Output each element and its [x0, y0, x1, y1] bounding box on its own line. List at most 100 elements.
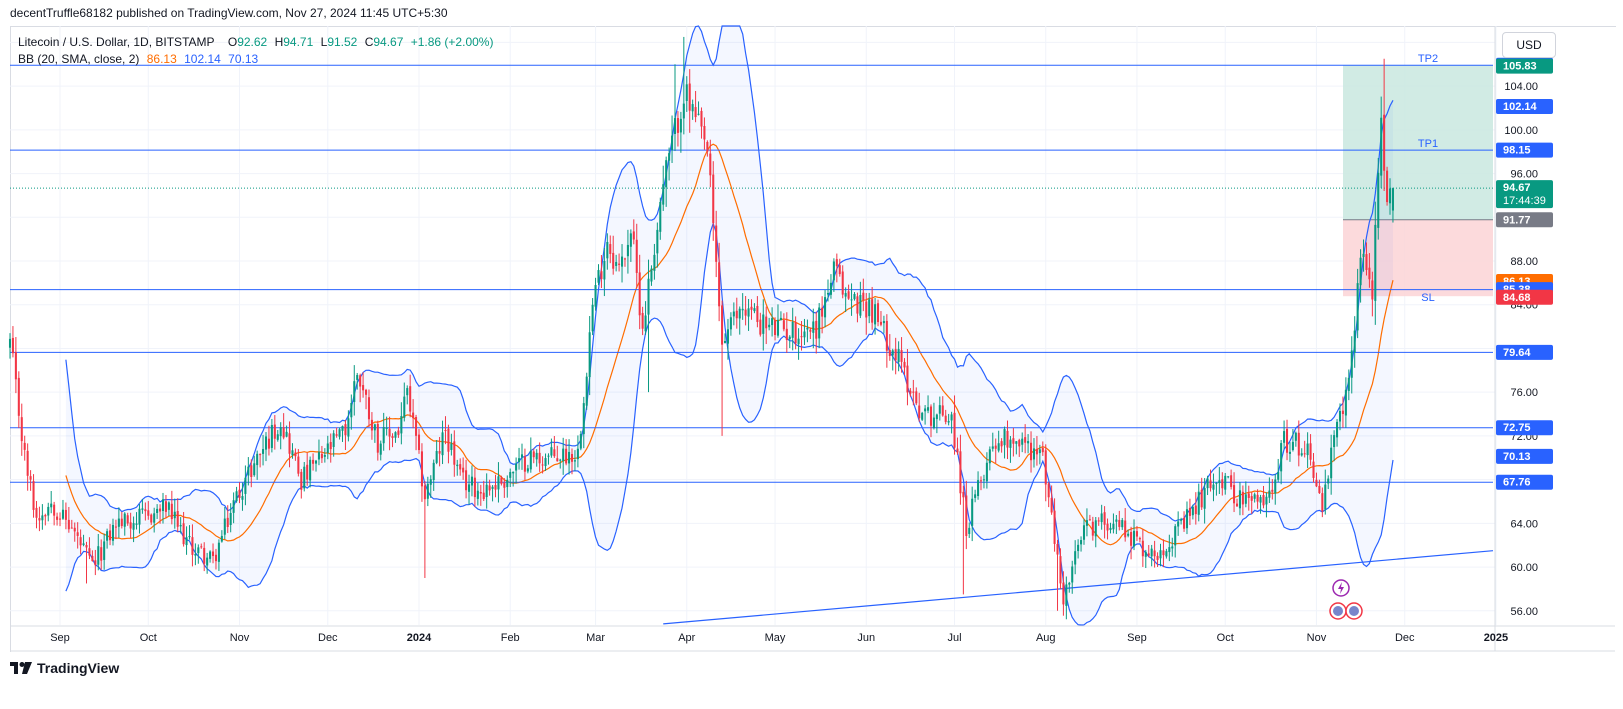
candle-body	[1183, 517, 1186, 529]
candle-body	[306, 464, 309, 480]
candles-layer	[8, 36, 1394, 620]
price-tag-text: 91.77	[1503, 214, 1531, 226]
candle-body	[317, 452, 320, 460]
candle-body	[1259, 497, 1262, 503]
candle-body	[1032, 448, 1036, 460]
candle-body	[829, 282, 832, 295]
candle-body	[197, 547, 200, 554]
candle-body	[1077, 544, 1080, 552]
candle-body	[815, 320, 818, 339]
candle-body	[97, 546, 100, 565]
candle-body	[1288, 451, 1292, 454]
candle-body	[753, 308, 756, 312]
candle-body	[1147, 553, 1150, 556]
candle-body	[935, 414, 938, 420]
candle-body	[797, 338, 800, 345]
candle-body	[450, 443, 453, 450]
candle-body	[688, 83, 691, 111]
candle-body	[585, 376, 588, 406]
candle-body	[114, 526, 117, 528]
candle-body	[915, 391, 918, 404]
candle-body	[988, 449, 991, 464]
candle-body	[691, 104, 694, 112]
candle-body	[23, 442, 26, 450]
candle-body	[129, 522, 132, 529]
candle-body	[179, 524, 182, 527]
candle-body	[735, 310, 738, 319]
candle-body	[1271, 489, 1274, 492]
candle-body	[847, 291, 850, 299]
candle-body	[1294, 432, 1297, 441]
candle-body	[467, 484, 471, 492]
candle-body	[906, 365, 909, 393]
candle-body	[1106, 523, 1109, 531]
bb-indicator-name[interactable]: BB (20, SMA, close, 2)	[18, 52, 140, 66]
candle-body	[79, 537, 82, 546]
candle-body	[818, 307, 821, 339]
candle-body	[244, 477, 247, 494]
candle-body	[559, 459, 562, 461]
y-tick-label: 104.00	[1504, 81, 1538, 93]
candle-body	[812, 321, 815, 333]
candle-body	[432, 462, 435, 481]
price-tag-text: 67.76	[1503, 477, 1531, 489]
candle-body	[647, 278, 650, 315]
candle-body	[550, 447, 553, 456]
candle-body	[1250, 496, 1253, 501]
candle-body	[217, 542, 220, 562]
candle-body	[1053, 510, 1056, 544]
candle-body	[232, 500, 235, 513]
candle-body	[518, 458, 521, 463]
candle-body	[929, 406, 933, 426]
candle-body	[1386, 170, 1389, 203]
candle-body	[70, 527, 73, 529]
profit-zone	[1343, 65, 1493, 220]
candle-body	[26, 450, 29, 476]
candle-body	[494, 485, 497, 490]
candle-body	[1153, 550, 1156, 557]
candle-body	[570, 454, 574, 462]
candle-body	[1203, 488, 1206, 509]
low-label: L	[320, 35, 328, 49]
candle-body	[61, 509, 64, 519]
candle-body	[612, 252, 615, 269]
candle-body	[985, 462, 988, 482]
publish-info: decentTruffle68182 published on TradingV…	[10, 6, 448, 20]
candle-body	[597, 270, 600, 283]
candle-body	[1006, 430, 1009, 448]
candle-body	[294, 452, 297, 457]
currency-button[interactable]: USD	[1502, 32, 1556, 58]
candle-body	[406, 388, 409, 396]
candle-body	[1062, 582, 1065, 605]
candle-body	[856, 296, 859, 314]
candle-body	[1094, 520, 1097, 537]
candle-body	[291, 450, 294, 456]
x-tick-label: Nov	[230, 632, 250, 644]
symbol-title[interactable]: Litecoin / U.S. Dollar, 1D, BITSTAMP	[18, 35, 215, 49]
candle-body	[744, 309, 747, 316]
candle-body	[723, 341, 727, 343]
candle-body	[67, 519, 70, 530]
candle-body	[959, 451, 962, 494]
candle-body	[859, 294, 862, 316]
candle-body	[673, 118, 677, 134]
candle-body	[341, 426, 344, 431]
tradingview-logo[interactable]: TradingView	[10, 660, 119, 676]
candle-body	[382, 427, 385, 444]
candle-body	[259, 454, 262, 456]
candle-body	[1071, 566, 1074, 583]
x-tick-label: 2024	[407, 632, 432, 644]
candle-body	[1312, 461, 1315, 478]
candle-body	[1130, 532, 1133, 546]
candle-body	[20, 417, 23, 442]
candle-body	[977, 480, 980, 497]
candle-body	[941, 405, 944, 416]
candle-body	[621, 256, 624, 267]
candle-body	[103, 541, 106, 560]
candle-body	[794, 322, 797, 344]
candle-body	[888, 350, 891, 356]
x-tick-label: Aug	[1036, 632, 1056, 644]
candle-body	[76, 532, 79, 536]
candle-body	[1100, 513, 1103, 523]
